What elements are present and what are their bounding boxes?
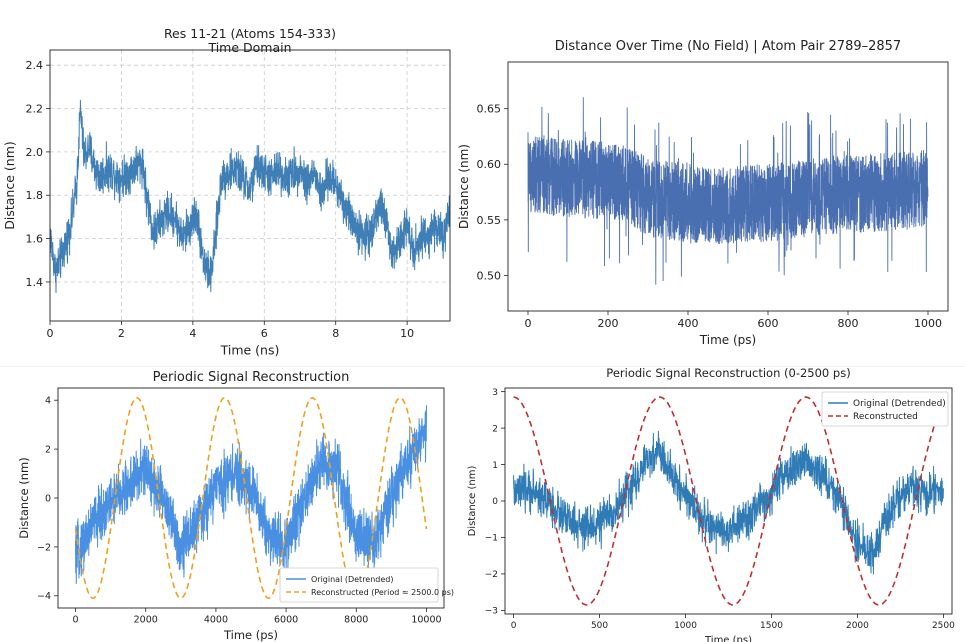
p1-x-tick-label: 2 [118,327,125,340]
p3-y-tick-label: −2 [37,542,51,553]
p1-chart-subtitle: Time Domain [207,40,291,55]
p2-x-tick-label: 200 [598,317,619,330]
p3-x-tick-label: 10000 [411,615,441,626]
p2-plot-area [527,97,929,285]
p4-y-tick-label: −2 [485,570,498,580]
p1-x-tick-label: 8 [332,327,339,340]
p4-y-tick-label: 2 [492,424,498,434]
p3-series-1 [74,396,428,600]
p2-x-tick-label: 600 [758,317,779,330]
p4-legend-label-1: Reconstructed [853,412,918,422]
p3-chart-title: Periodic Signal Reconstruction [153,370,350,385]
p4-y-tick-label: −3 [485,607,498,617]
p4-series-1 [513,396,945,606]
p1-y-tick-label: 1.8 [26,189,44,202]
p3-x-tick-label: 0 [73,615,79,626]
p4-y-axis-label: Distance (nm) [467,466,478,537]
p2-axes-frame [507,61,949,312]
p3-legend-label-0: Original (Detrended) [311,575,394,584]
p2-x-tick-label: 800 [838,317,859,330]
p3-x-tick-label: 6000 [274,615,298,626]
p2-y-tick-label: 0.60 [477,158,502,171]
p3-x-tick-label: 2000 [134,615,158,626]
p1-y-tick-label: 2.2 [26,102,44,115]
p3-y-tick-label: −4 [37,591,51,602]
p4-x-tick-label: 2500 [932,621,955,631]
p1-chart-title: Res 11-21 (Atoms 154-333) [164,26,336,41]
p3-y-tick-label: 2 [45,445,51,456]
p2-x-tick-label: 0 [525,317,532,330]
p1-x-tick-label: 6 [261,327,268,340]
p2-chart-title: Distance Over Time (No Field) | Atom Pai… [555,39,901,54]
p1-axes-frame [49,49,451,322]
p4-x-tick-label: 1500 [760,621,783,631]
p4-x-tick-label: 2000 [846,621,869,631]
p4-x-tick-label: 0 [511,621,517,631]
p2-x-axis-label: Time (ps) [699,333,756,347]
p1-x-tick-label: 4 [189,327,196,340]
p1-plot-area [50,99,450,294]
p3-y-tick-label: 4 [45,396,51,407]
p1-x-tick-label: 10 [400,327,414,340]
p2-y-tick-label: 0.50 [477,269,502,282]
p3-y-axis-label: Distance (nm) [17,457,31,538]
p3-legend-box [279,567,439,603]
p2-y-tick-label: 0.65 [477,103,502,116]
p4-legend-box [821,391,949,427]
panel-divider [0,366,965,367]
p1-y-tick-label: 1.6 [26,233,44,246]
p4-chart-title: Periodic Signal Reconstruction (0-2500 p… [606,366,850,380]
p1-y-axis-label: Distance (nm) [2,141,17,229]
p4-legend-label-0: Original (Detrended) [853,399,946,409]
p1-x-tick-label: 0 [47,327,54,340]
p3-x-tick-label: 4000 [204,615,228,626]
p4-x-axis-label: Time (ps) [704,635,752,642]
p4-x-tick-label: 500 [591,621,608,631]
p4-y-tick-label: 0 [492,497,498,507]
p2-y-axis-label: Distance (nm) [457,144,471,229]
p1-series-0 [50,99,450,294]
p4-plot-area [513,396,945,606]
p4-series-0 [513,430,944,575]
p4-x-tick-label: 1000 [674,621,697,631]
p2-y-tick-label: 0.55 [477,214,502,227]
p3-plot-area [74,396,428,600]
p3-legend-label-1: Reconstructed (Period ≈ 2500.0 ps) [311,588,454,597]
p1-y-tick-label: 1.4 [26,276,44,289]
p3-y-tick-label: 0 [45,493,51,504]
p4-y-tick-label: 1 [492,461,498,471]
p4-y-tick-label: −1 [485,534,498,544]
p2-x-tick-label: 400 [678,317,699,330]
p1-y-tick-label: 2.4 [26,59,44,72]
p3-x-tick-label: 8000 [344,615,368,626]
p1-y-tick-label: 2.0 [26,146,44,159]
p3-series-0 [75,405,427,585]
p2-series-0 [527,97,929,285]
p4-y-tick-label: 3 [492,388,498,398]
p3-x-axis-label: Time (ps) [223,628,278,642]
p1-x-axis-label: Time (ns) [220,343,280,358]
p2-x-tick-label: 1000 [914,317,942,330]
